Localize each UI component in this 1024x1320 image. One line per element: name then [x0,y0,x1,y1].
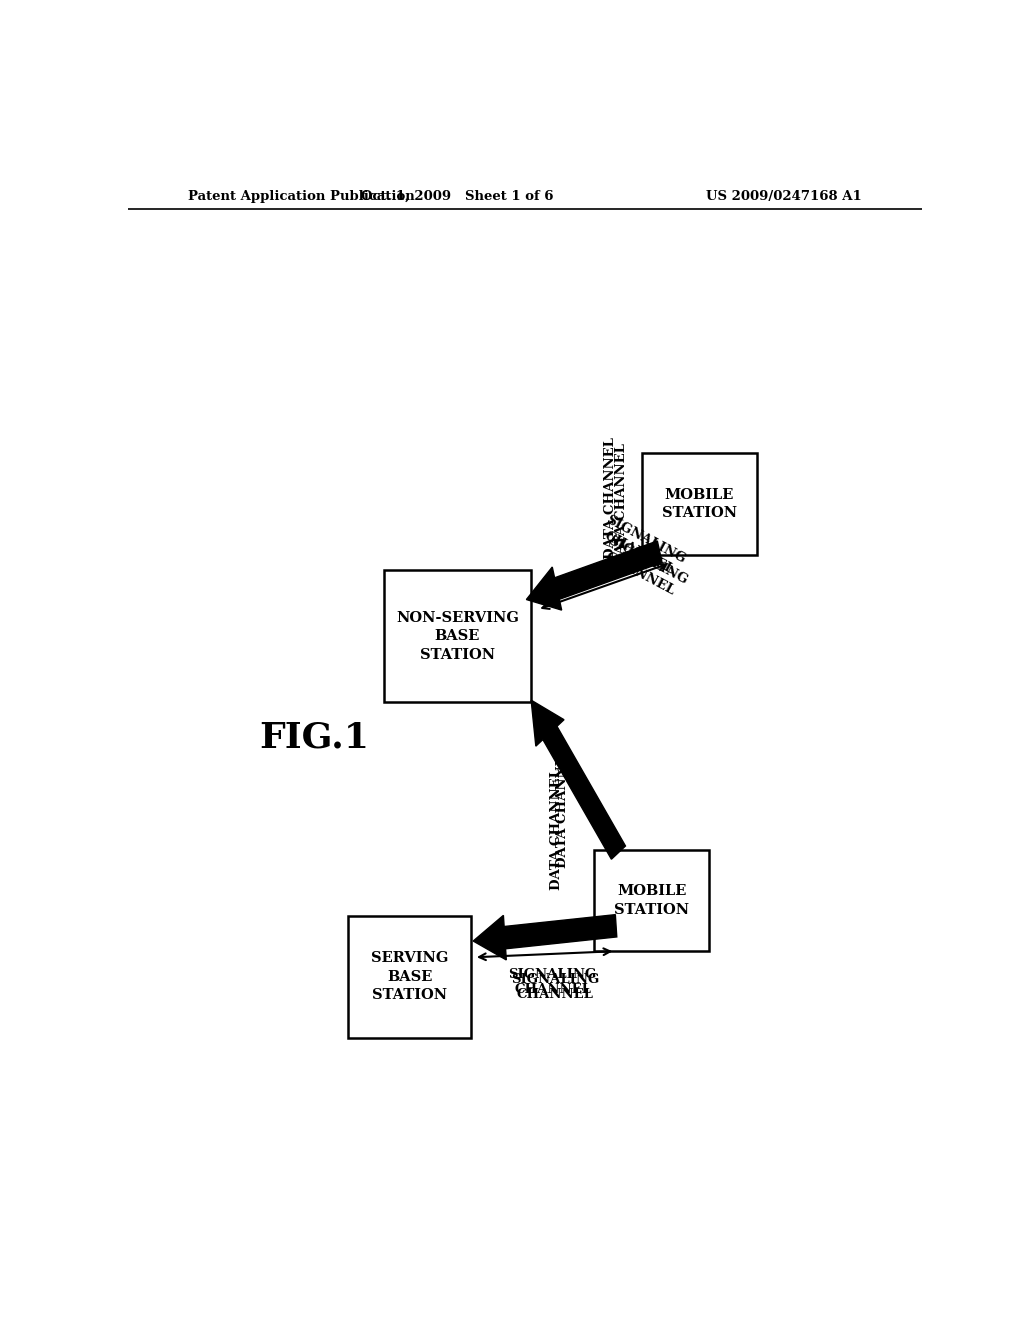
Text: DATA CHANNEL: DATA CHANNEL [604,437,617,558]
Text: MOBILE
STATION: MOBILE STATION [662,488,737,520]
Text: US 2009/0247168 A1: US 2009/0247168 A1 [707,190,862,202]
Text: Oct. 1, 2009   Sheet 1 of 6: Oct. 1, 2009 Sheet 1 of 6 [361,190,554,202]
Text: SIGNALING
CHANNEL: SIGNALING CHANNEL [598,533,689,601]
Text: Patent Application Publication: Patent Application Publication [187,190,415,202]
Bar [348,916,471,1038]
FancyArrow shape [526,541,663,610]
Text: MOBILE
STATION: MOBILE STATION [614,884,689,916]
Text: SIGNALING
CHANNEL: SIGNALING CHANNEL [509,968,597,995]
Text: DATA CHANNEL: DATA CHANNEL [615,444,628,565]
Text: SERVING
BASE
STATION: SERVING BASE STATION [371,952,449,1002]
Bar [594,850,710,952]
Bar [384,570,530,702]
Text: DATA CHANNEL: DATA CHANNEL [550,768,563,890]
Bar [642,453,757,554]
Text: NON-SERVING
BASE
STATION: NON-SERVING BASE STATION [396,611,519,661]
FancyArrow shape [473,915,616,960]
Text: SIGNALING
CHANNEL: SIGNALING CHANNEL [597,513,688,579]
Text: SIGNALING
CHANNEL: SIGNALING CHANNEL [511,973,599,1001]
Text: DATA CHANNEL: DATA CHANNEL [556,746,569,867]
Text: FIG.1: FIG.1 [259,721,369,755]
FancyArrow shape [531,700,626,859]
